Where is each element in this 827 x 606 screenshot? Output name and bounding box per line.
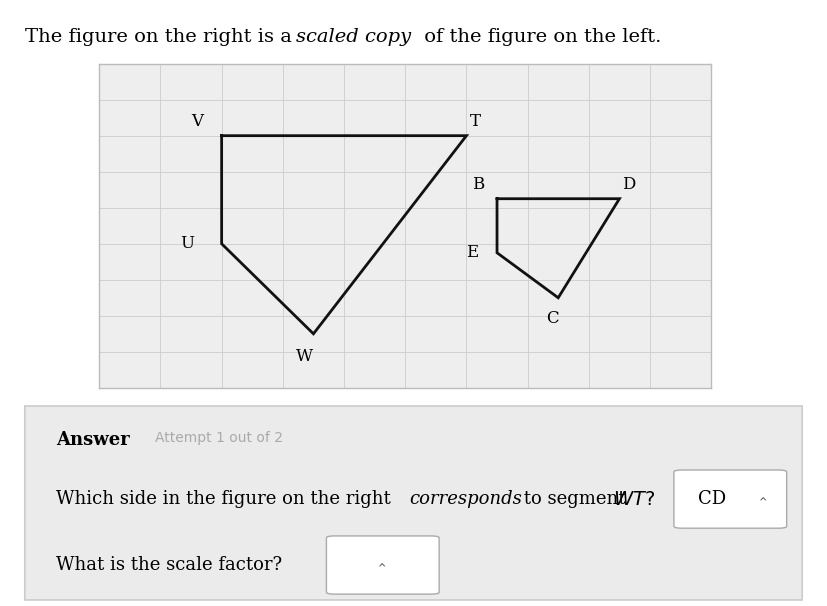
Text: $\mathit{WT}$?: $\mathit{WT}$? xyxy=(614,490,656,508)
FancyBboxPatch shape xyxy=(25,406,802,600)
Text: U: U xyxy=(180,235,194,252)
Text: Attempt 1 out of 2: Attempt 1 out of 2 xyxy=(155,431,283,445)
Text: W: W xyxy=(296,348,313,365)
Text: CD: CD xyxy=(698,490,726,508)
FancyBboxPatch shape xyxy=(674,470,786,528)
Text: T: T xyxy=(470,113,481,130)
Text: C: C xyxy=(546,310,558,327)
Text: scaled copy: scaled copy xyxy=(296,28,411,46)
Text: The figure on the right is a: The figure on the right is a xyxy=(25,28,298,46)
Text: ‹: ‹ xyxy=(754,496,768,502)
Text: Which side in the figure on the right: Which side in the figure on the right xyxy=(56,490,396,508)
Text: V: V xyxy=(191,113,203,130)
Text: corresponds: corresponds xyxy=(409,490,523,508)
Text: D: D xyxy=(622,176,635,193)
Text: E: E xyxy=(466,244,479,261)
Text: ‹: ‹ xyxy=(373,562,387,568)
Text: of the figure on the left.: of the figure on the left. xyxy=(418,28,662,46)
Text: What is the scale factor?: What is the scale factor? xyxy=(56,556,282,574)
FancyBboxPatch shape xyxy=(327,536,439,594)
Text: B: B xyxy=(472,176,485,193)
Text: to segment: to segment xyxy=(518,490,631,508)
Text: Answer: Answer xyxy=(56,431,130,449)
